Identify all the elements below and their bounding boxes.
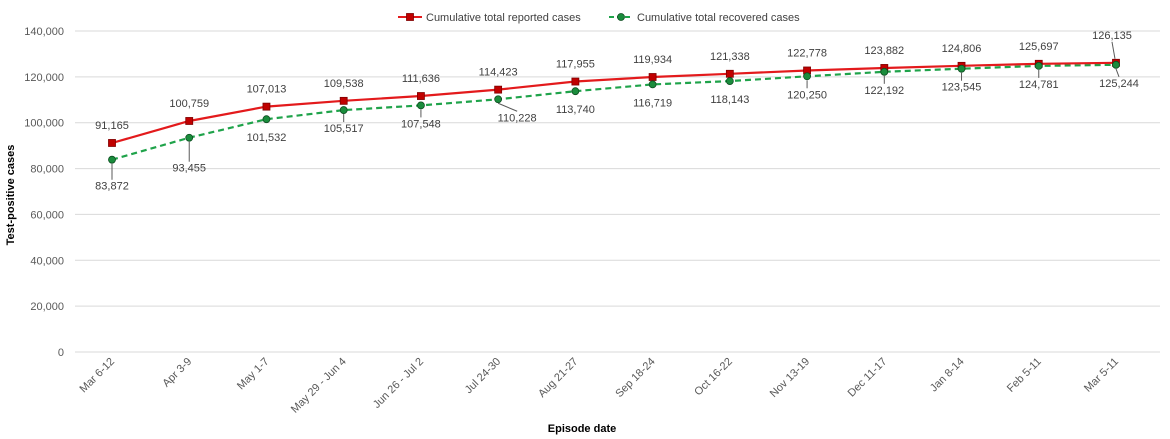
y-tick-label-3: 60,000: [30, 209, 64, 221]
y-tick-label-0: 0: [58, 347, 64, 359]
legend-label-recovered: Cumulative total recovered cases: [637, 12, 800, 24]
series-line-0: [111, 61, 1117, 145]
recovered-label-5: 110,228: [498, 112, 537, 124]
x-axis-title: Episode date: [548, 423, 616, 435]
legend-swatch-reported-marker: [406, 13, 414, 21]
series-0-point-3: [339, 96, 348, 105]
reported-label-6: 117,955: [556, 59, 595, 71]
series-1-point-9: [803, 72, 811, 81]
y-axis-ticks: 0 20,000 40,000 60,000 80,000 100,000 120,000 1…: [24, 26, 64, 359]
series-1-point-1: [185, 133, 194, 142]
y-tick-label-6: 120,000: [24, 72, 64, 84]
series-0-point-0: [108, 139, 116, 147]
reported-label-7: 119,934: [633, 54, 672, 66]
reported-label-12: 125,697: [1019, 41, 1059, 53]
reported-label-4: 111,636: [402, 73, 440, 85]
recovered-label-1: 93,455: [172, 163, 206, 175]
legend: Cumulative total reported cases Cumulati…: [398, 12, 800, 24]
recovered-label-2: 101,532: [247, 132, 287, 144]
y-axis-title: Test-positive cases: [5, 145, 17, 246]
series-1-point-0: [108, 155, 116, 164]
x-tick-label-0: Mar 6-12: [78, 356, 118, 396]
reported-label-1: 100,759: [169, 98, 209, 110]
x-tick-label-12: Feb 5-11: [1005, 356, 1044, 395]
series-1-point-2: [262, 115, 271, 124]
x-tick-label-3: May 29 - Jun 4: [289, 356, 349, 416]
recovered-leader-5: [497, 102, 518, 112]
series-0-point-1: [185, 117, 194, 125]
recovered-label-12: 124,781: [1019, 79, 1059, 91]
reported-label-8: 121,338: [710, 51, 750, 63]
legend-swatch-recovered-marker: [617, 13, 625, 21]
series-1-point-3: [339, 106, 348, 114]
y-tick-label-1: 20,000: [30, 301, 64, 313]
x-tick-label-10: Dec 11-17: [846, 356, 890, 400]
series-0-point-2: [262, 102, 271, 111]
gridlines: [75, 30, 1160, 353]
series-1-point-10: [880, 67, 889, 76]
reported-label-11: 124,806: [942, 43, 982, 55]
recovered-leader-13: [1115, 68, 1120, 78]
series-1-point-11: [957, 64, 966, 73]
series-line-1: [111, 63, 1117, 161]
recovered-label-11: 123,545: [942, 82, 982, 94]
x-tick-label-4: Jun 26 - Jul 2: [371, 356, 426, 411]
reported-label-0: 91,165: [95, 120, 129, 132]
recovered-label-6: 113,740: [556, 104, 595, 116]
y-tick-label-7: 140,000: [24, 26, 64, 38]
x-tick-label-2: May 1-7: [235, 356, 272, 393]
reported-leader-13: [1111, 41, 1116, 59]
recovered-label-3: 105,517: [324, 123, 364, 135]
series-1-point-12: [1034, 61, 1043, 70]
x-tick-label-9: Nov 13-19: [768, 356, 812, 400]
recovered-label-10: 122,192: [864, 85, 904, 97]
series-1-point-5: [494, 95, 503, 104]
reported-label-9: 122,778: [787, 47, 827, 59]
y-tick-label-5: 100,000: [24, 118, 64, 130]
x-tick-label-5: Jul 24-30: [463, 356, 503, 396]
recovered-label-13: 125,244: [1099, 78, 1139, 90]
reported-label-3: 109,538: [324, 78, 364, 90]
recovered-label-0: 83,872: [95, 181, 129, 193]
series-0-point-6: [571, 77, 580, 86]
series-1-point-7: [648, 80, 657, 89]
series-1-point-6: [571, 87, 580, 96]
reported-label-13: 126,135: [1092, 30, 1132, 42]
x-tick-label-13: Mar 5-11: [1082, 356, 1121, 395]
data-labels: 91,165 100,759 107,013 109,538 111,636 114,42…: [95, 30, 1139, 193]
y-tick-label-2: 40,000: [30, 255, 64, 267]
x-tick-label-1: Apr 3-9: [160, 356, 194, 390]
x-tick-label-11: Jan 8-14: [928, 356, 967, 395]
recovered-label-4: 107,548: [401, 118, 441, 130]
series-0-point-7: [648, 73, 657, 81]
recovered-label-7: 116,719: [633, 97, 672, 109]
x-axis-ticks: Mar 6-12 Apr 3-9 May 1-7 May 29 - Jun 4 Jun …: [78, 356, 1122, 416]
series-1-point-4: [417, 101, 425, 110]
series-0-point-5: [494, 85, 503, 94]
x-tick-label-7: Sep 18-24: [613, 356, 657, 400]
reported-label-10: 123,882: [864, 45, 904, 57]
series-0-point-8: [725, 69, 734, 78]
recovered-label-8: 118,143: [710, 94, 749, 106]
x-tick-label-6: Aug 21-27: [536, 356, 580, 400]
recovered-label-9: 120,250: [787, 89, 827, 101]
x-tick-label-8: Oct 16-22: [692, 356, 735, 399]
y-tick-label-4: 80,000: [30, 164, 64, 176]
series-0-point-4: [417, 92, 425, 100]
legend-label-reported: Cumulative total reported cases: [426, 12, 581, 24]
series-group: [108, 58, 1120, 164]
series-1-point-8: [725, 77, 734, 86]
reported-label-2: 107,013: [247, 84, 287, 96]
reported-label-5: 114,423: [479, 67, 518, 79]
series-1-point-13: [1112, 60, 1120, 69]
